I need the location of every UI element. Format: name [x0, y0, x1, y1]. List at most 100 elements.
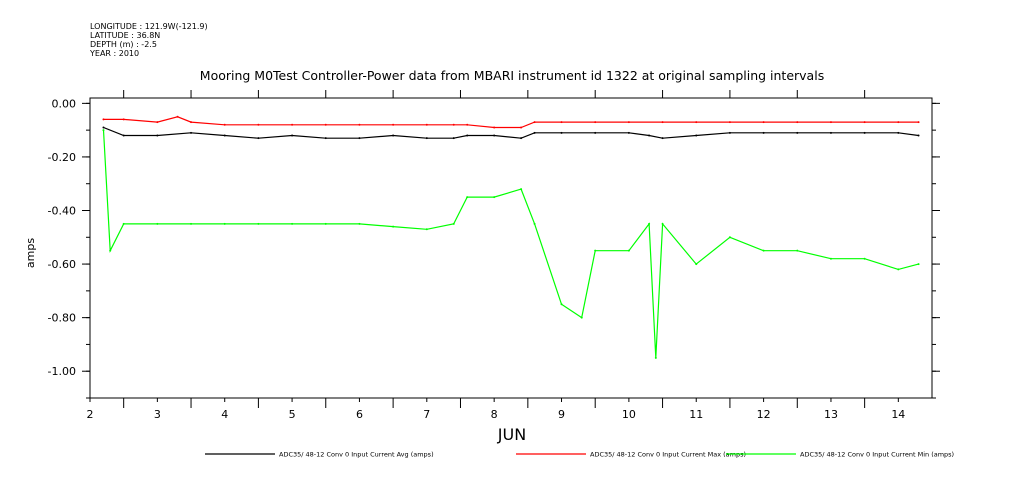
series-2-point [122, 222, 125, 225]
series-0-point [560, 131, 563, 134]
series-0-point [257, 137, 260, 140]
series-1-point [324, 123, 327, 126]
plot-frame [89, 97, 933, 399]
series-2-point [863, 257, 866, 260]
x-tick-label: 2 [87, 408, 94, 421]
y-tick-label: 0.00 [52, 97, 77, 110]
axes: 0.00 -0.20 -0.40 -0.60 -0.80 -1.00 2 3 4 5 6 7 8 9 10 1… [48, 90, 940, 421]
series-1-point [627, 121, 630, 124]
series-0-point [829, 131, 832, 134]
legend-label-1: ADC35/ 48-12 Conv 0 Input Current Max (a… [590, 451, 746, 459]
series-1-point [122, 118, 125, 121]
series-2-point [257, 222, 260, 225]
x-tick-label: 5 [289, 408, 296, 421]
series-2-point [829, 257, 832, 260]
x-tick-label: 13 [824, 408, 838, 421]
series-0-point [223, 134, 226, 137]
series-1-point [466, 123, 469, 126]
metadata-depth: DEPTH (m) : -2.5 [90, 40, 157, 49]
series-0-point [102, 126, 105, 129]
series-2-point [654, 356, 657, 359]
y-tick-label: -0.20 [48, 151, 76, 164]
y-tick-label: -0.60 [48, 258, 76, 271]
series-2-point [661, 222, 664, 225]
series-line-1 [103, 116, 919, 129]
series-1-point [533, 121, 536, 124]
series-2-point [520, 188, 523, 191]
series-0-point [358, 137, 361, 140]
series-2-point [728, 236, 731, 239]
legend: ADC35/ 48-12 Conv 0 Input Current Avg (a… [205, 451, 954, 459]
series-0-point [466, 134, 469, 137]
series-2-point [917, 263, 920, 266]
series-2-point [648, 222, 651, 225]
series-2-point [358, 222, 361, 225]
x-tick-label: 3 [154, 408, 161, 421]
series-1-point [291, 123, 294, 126]
series-line-2 [102, 130, 919, 358]
series-0-point [627, 131, 630, 134]
series-1-point [917, 121, 920, 124]
series-2-point [580, 316, 583, 319]
series-2-point [109, 249, 112, 252]
x-tick-label: 11 [689, 408, 703, 421]
series-2-point [493, 196, 496, 199]
series-0-point [533, 131, 536, 134]
series-2-point [425, 228, 428, 231]
series-0-point [897, 131, 900, 134]
series-1-point [728, 121, 731, 124]
x-tick-label: 12 [757, 408, 771, 421]
series-2-point [223, 222, 226, 225]
legend-label-0: ADC35/ 48-12 Conv 0 Input Current Avg (a… [279, 451, 434, 459]
series-0-point [695, 134, 698, 137]
series-2-point [156, 222, 159, 225]
series-0-point [594, 131, 597, 134]
series-0-point [520, 137, 523, 140]
series-1-point [358, 123, 361, 126]
series-1-point [493, 126, 496, 129]
series-1-point [392, 123, 395, 126]
series-1-point [176, 115, 179, 118]
metadata-year: YEAR : 2010 [90, 49, 140, 58]
series-line-0 [103, 126, 919, 139]
series-2-point [897, 268, 900, 271]
y-tick-label: -1.00 [48, 365, 76, 378]
series-0-point [762, 131, 765, 134]
series-1-point [594, 121, 597, 124]
series-1-point [223, 123, 226, 126]
series-2-point [594, 249, 597, 252]
metadata-latitude: LATITUDE : 36.8N [90, 31, 161, 40]
series-2-point [392, 225, 395, 228]
series-2-point [762, 249, 765, 252]
series-0-point [661, 137, 664, 140]
series-0-point [392, 134, 395, 137]
series-1-point [661, 121, 664, 124]
series-2-point [291, 222, 294, 225]
y-tick-label: -0.40 [48, 205, 76, 218]
x-tick-label: 6 [356, 408, 363, 421]
y-axis-label: amps [24, 238, 37, 268]
x-tick-label: 10 [622, 408, 636, 421]
series-2-point [533, 222, 536, 225]
series-2-point [627, 249, 630, 252]
metadata-block: LONGITUDE : 121.9W(-121.9) LATITUDE : 36… [90, 22, 208, 58]
x-tick-label: 4 [221, 408, 228, 421]
legend-label-2: ADC35/ 48-12 Conv 0 Input Current Min (a… [800, 451, 954, 459]
chart-title: Mooring M0Test Controller-Power data fro… [200, 68, 824, 83]
series-1-point [190, 121, 193, 124]
series-2-point [102, 129, 105, 132]
series-1-point [425, 123, 428, 126]
series-2-point [452, 222, 455, 225]
series-1-point [560, 121, 563, 124]
series-1-point [452, 123, 455, 126]
series-0-point [156, 134, 159, 137]
series-1-point [897, 121, 900, 124]
series-2-point [560, 303, 563, 306]
x-tick-label: 14 [891, 408, 905, 421]
x-tick-label: 7 [423, 408, 430, 421]
series-0-point [648, 134, 651, 137]
series-2-point [190, 222, 193, 225]
series-2-point [695, 263, 698, 266]
x-axis-label: JUN [497, 425, 526, 444]
